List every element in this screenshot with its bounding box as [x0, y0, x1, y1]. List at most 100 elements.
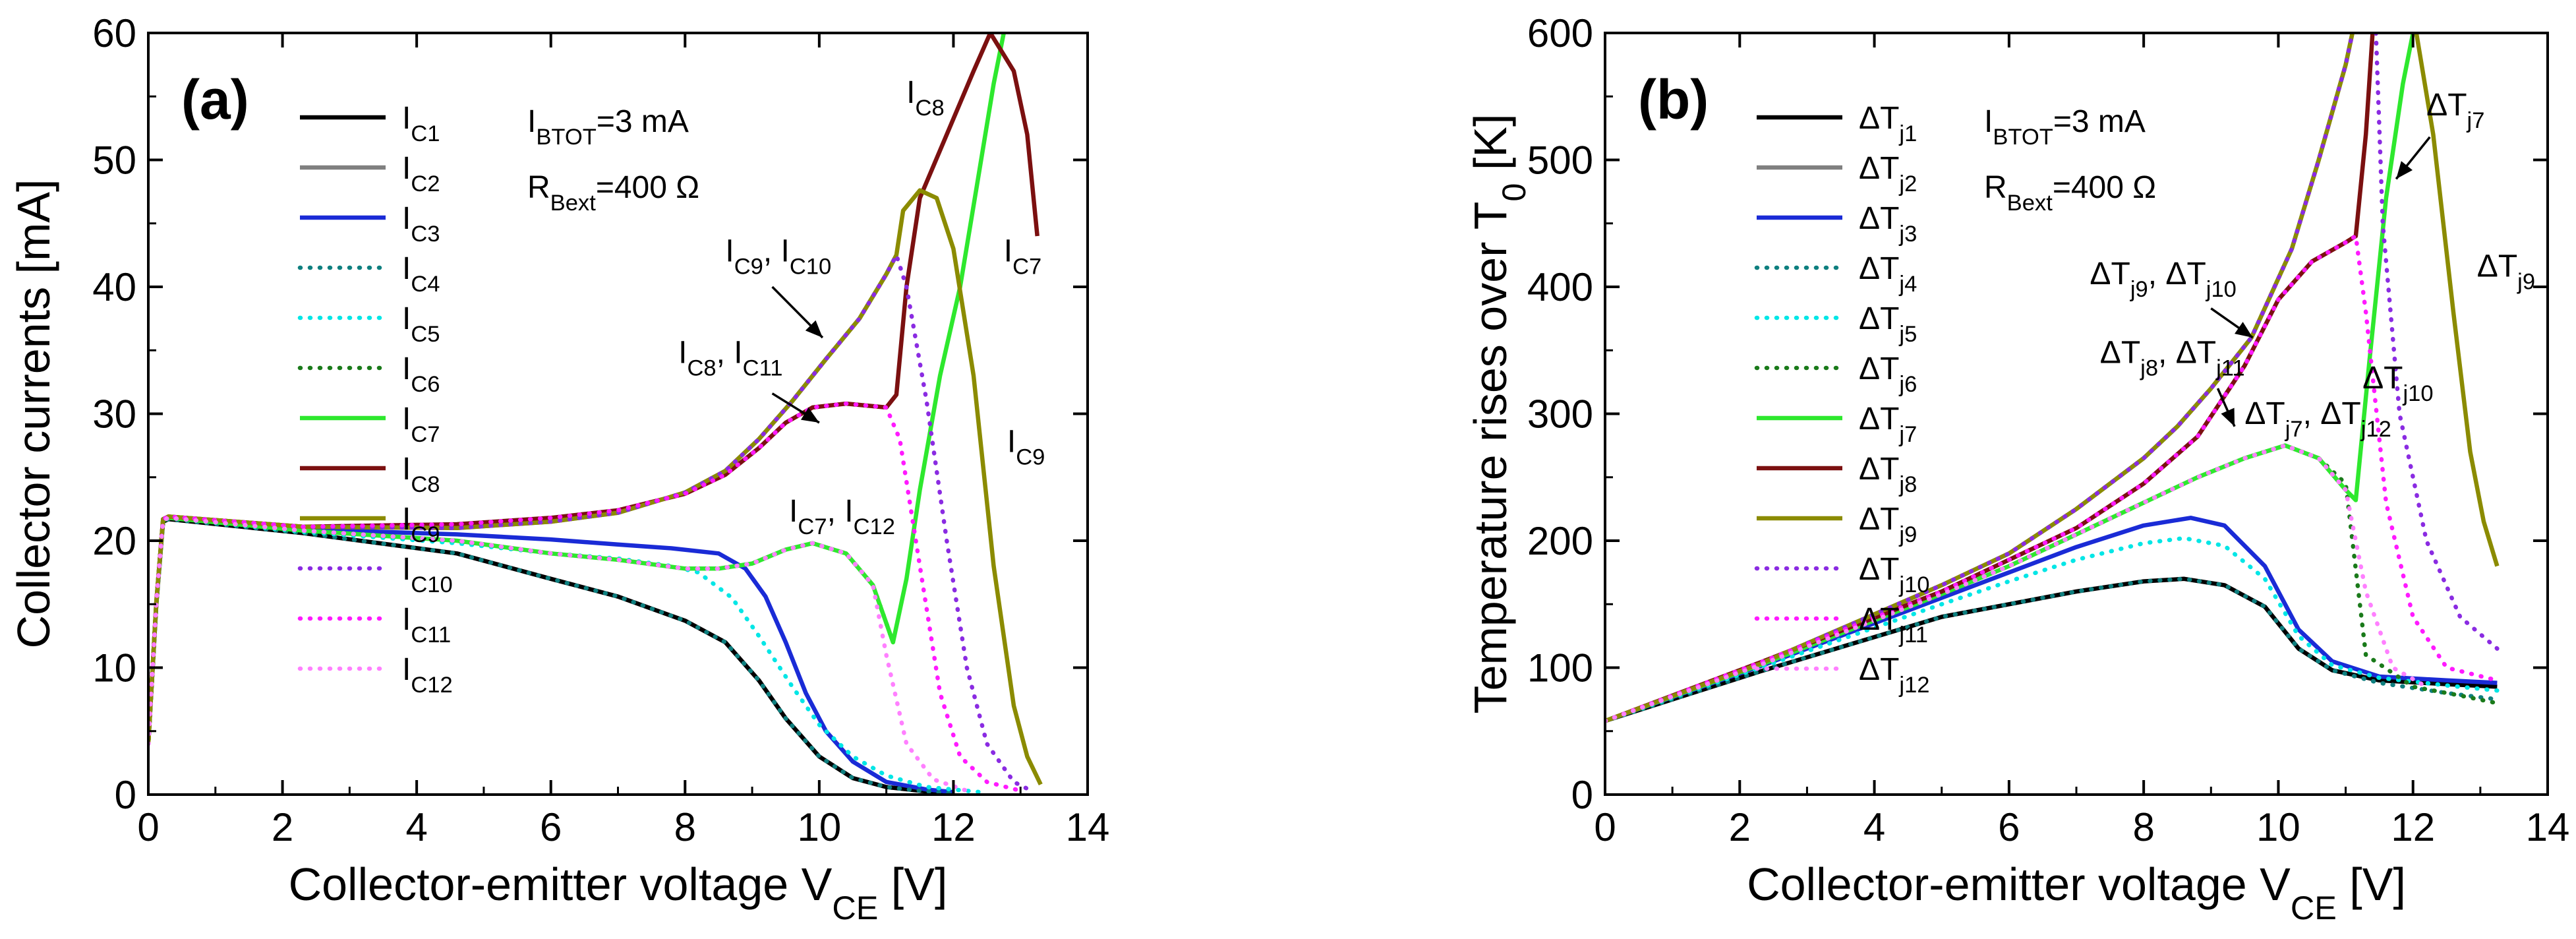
- annotation-label: ΔTj10: [2362, 361, 2434, 406]
- series-group: [1605, 33, 2500, 723]
- y-tick-label: 200: [1527, 519, 1593, 563]
- annotation-arrow-head: [805, 320, 823, 338]
- legend-entry: IC12: [402, 652, 453, 698]
- panel-b: 0 2 4 6 8 10 12 14 0 100 200 300 400 500 600 Collector-…: [1465, 11, 2569, 926]
- legend-entry: IC2: [402, 151, 440, 197]
- x-tick-label: 8: [2132, 805, 2154, 849]
- annotation-label: IC9: [1007, 424, 1045, 470]
- series-line-c11: [148, 401, 1023, 793]
- legend-entry: ΔTj12: [1859, 652, 1930, 698]
- y-tick-label: 0: [1571, 773, 1593, 817]
- legend-entry: ΔTj10: [1859, 552, 1930, 597]
- legend-entry: IC6: [402, 351, 440, 397]
- series-line-j9: [2414, 33, 2500, 567]
- y-axis-title: Collector currents [mA]: [8, 179, 59, 649]
- series-line-c5: [148, 516, 983, 795]
- legend-entry: ΔTj6: [1859, 351, 1917, 397]
- x-tick-label: 4: [405, 805, 427, 849]
- y-tick-label: 50: [92, 138, 136, 183]
- info-text: RBext=400 Ω: [527, 170, 699, 216]
- x-tick-label: 14: [2526, 805, 2570, 849]
- legend-entry: ΔTj3: [1859, 201, 1917, 247]
- annotation-label: ΔTj7: [2426, 88, 2484, 133]
- annotation-label: ΔTj9: [2477, 249, 2535, 295]
- series-line-j10: [2374, 33, 2500, 651]
- x-tick-label: 2: [1729, 805, 1751, 849]
- annotation-arrow-head: [800, 407, 819, 423]
- annotation-arrow-head: [2235, 322, 2253, 338]
- annotation-label: ΔTj8, ΔTj11: [2100, 336, 2245, 381]
- legend-entry: ΔTj8: [1859, 452, 1917, 497]
- series-line-j12: [1605, 443, 2429, 723]
- series-line-j4: [1605, 576, 2500, 723]
- x-tick-label: 0: [137, 805, 159, 849]
- series-line-j11: [1605, 233, 2500, 723]
- x-axis-title: Collector-emitter voltage VCE [V]: [1747, 859, 2406, 926]
- x-tick-label: 0: [1594, 805, 1616, 849]
- legend-entry: IC7: [402, 402, 440, 447]
- y-tick-label: 100: [1527, 646, 1593, 690]
- info-text: IBTOT=3 mA: [527, 104, 689, 150]
- x-tick-label: 4: [1863, 805, 1885, 849]
- x-tick-label: 10: [797, 805, 841, 849]
- y-tick-label: 10: [92, 646, 136, 690]
- legend-entry: ΔTj1: [1859, 101, 1917, 146]
- annotation-label: IC7, IC12: [789, 494, 895, 539]
- legend-entry: ΔTj7: [1859, 402, 1917, 447]
- x-tick-label: 6: [540, 805, 562, 849]
- x-tick-label: 12: [2391, 805, 2435, 849]
- series-line-c4: [148, 517, 956, 795]
- y-tick-label: 40: [92, 265, 136, 309]
- y-tick-label: 20: [92, 519, 136, 563]
- x-tick-label: 14: [1066, 805, 1110, 849]
- series-line-j9: [1605, 33, 2355, 723]
- x-axis-title: Collector-emitter voltage VCE [V]: [289, 859, 948, 926]
- y-tick-label: 300: [1527, 392, 1593, 437]
- panel-label: (b): [1638, 69, 1709, 131]
- legend-entry: IC9: [402, 502, 440, 547]
- annotation-label: IC7: [1004, 234, 1042, 280]
- legend-entry: IC4: [402, 251, 440, 297]
- legend-entry: ΔTj11: [1859, 602, 1928, 648]
- legend-entry: IC5: [402, 301, 440, 347]
- annotation-label: ΔTj9, ΔTj10: [2090, 257, 2236, 302]
- info-text: IBTOT=3 mA: [1984, 104, 2146, 150]
- series-line-c3: [148, 516, 954, 795]
- series-group: [148, 33, 1043, 795]
- y-tick-label: 60: [92, 11, 136, 55]
- axes-frame: [147, 32, 1089, 796]
- legend-entry: ΔTj5: [1859, 301, 1917, 347]
- x-tick-label: 8: [674, 805, 696, 849]
- info-text: RBext=400 Ω: [1984, 170, 2156, 216]
- series-line-j1: [1605, 576, 2498, 723]
- y-tick-label: 500: [1527, 138, 1593, 183]
- annotation-arrow-head: [2396, 161, 2413, 179]
- legend-entry: IC10: [402, 552, 453, 597]
- annotation-label: IC8, IC11: [678, 336, 782, 381]
- legend-entry: IC8: [402, 452, 440, 497]
- y-tick-label: 400: [1527, 265, 1593, 309]
- legend-entry: ΔTj9: [1859, 502, 1917, 547]
- x-tick-label: 12: [931, 805, 976, 849]
- legend-entry: IC11: [402, 602, 451, 648]
- y-tick-label: 0: [115, 773, 136, 817]
- x-tick-label: 6: [1998, 805, 2020, 849]
- y-tick-label: 30: [92, 392, 136, 437]
- series-line-j5: [1605, 535, 2500, 723]
- series-line-c1: [148, 517, 954, 795]
- x-tick-label: 10: [2256, 805, 2300, 849]
- legend-entry: ΔTj2: [1859, 151, 1917, 197]
- series-line-c12: [148, 516, 970, 793]
- x-tick-label: 2: [272, 805, 293, 849]
- y-axis-title: Temperature rises over T0 [K]: [1465, 114, 1533, 714]
- annotation-arrow-head: [2221, 408, 2235, 427]
- panel-label: (a): [181, 69, 249, 131]
- series-line-j3: [1605, 516, 2498, 723]
- series-line-c2: [148, 254, 898, 744]
- y-tick-label: 600: [1527, 11, 1593, 55]
- annotation-label: ΔTj7, ΔTj12: [2244, 396, 2391, 442]
- legend-entry: ΔTj4: [1859, 251, 1917, 297]
